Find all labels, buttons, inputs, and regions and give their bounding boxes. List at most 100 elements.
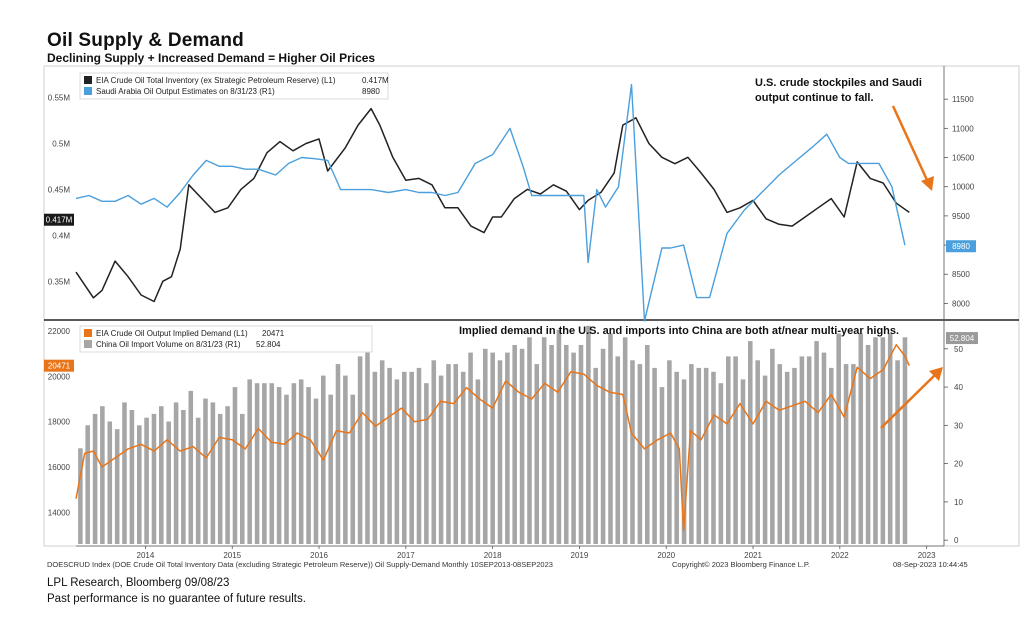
china-import-bar: [247, 379, 252, 544]
china-import-bar: [203, 398, 208, 544]
year-label: 2019: [571, 551, 589, 560]
china-import-bar: [269, 383, 275, 544]
china-import-bar: [114, 429, 120, 544]
china-import-bar: [151, 413, 157, 544]
china-import-bar: [416, 367, 422, 544]
credit-line: LPL Research, Bloomberg 09/08/23: [47, 577, 230, 589]
copyright-note: Copyright© 2023 Bloomberg Finance L.P.: [672, 560, 810, 569]
china-import-bar: [681, 379, 687, 544]
china-import-bar: [505, 352, 510, 544]
china-import-bar: [379, 360, 385, 544]
legend-swatch-saudi: [84, 87, 92, 95]
china-import-bar: [652, 367, 657, 544]
legend-label-saudi: Saudi Arabia Oil Output Estimates on 8/3…: [96, 87, 275, 96]
china-import-bar: [402, 371, 407, 544]
top-arrow-head: [921, 176, 934, 191]
china-import-bar: [343, 375, 348, 544]
china-import-bar: [534, 364, 540, 544]
china-import-bar: [843, 364, 849, 544]
year-label: 2015: [223, 551, 241, 560]
year-label: 2017: [397, 551, 415, 560]
bottom-left-tick-label: 16000: [48, 463, 71, 472]
top-legend-box: [79, 72, 389, 100]
china-import-bar: [865, 345, 871, 544]
china-import-bar: [829, 367, 834, 544]
china-import-bar: [586, 325, 591, 544]
bottom-right-tick-label: 10: [954, 498, 963, 507]
china-import-bar: [726, 356, 731, 544]
saudi-last-tag: [946, 240, 976, 253]
top-right-tick-label: 9500: [952, 212, 970, 221]
top-right-tick-label: 8500: [952, 270, 970, 279]
china-import-bar: [100, 406, 105, 544]
china-import-bar: [755, 360, 760, 544]
china-import-bar: [483, 348, 488, 544]
china-import-bar: [578, 345, 584, 544]
top-annotation-line1: U.S. crude stockpiles and Saudi: [755, 77, 922, 89]
bottom-annotation: Implied demand in the U.S. and imports i…: [459, 325, 899, 337]
china-import-bar: [814, 341, 819, 544]
legend-swatch-inventory: [84, 76, 92, 84]
china-import-bar: [424, 383, 429, 544]
bottom-legend: EIA Crude Oil Output Implied Demand (L1)…: [79, 325, 373, 353]
china-import-bar: [748, 341, 753, 544]
china-import-bar: [210, 402, 216, 544]
page-title: Oil Supply & Demand: [47, 30, 244, 51]
china-import-bar: [667, 360, 672, 544]
china-import-bar: [637, 364, 643, 544]
china-import-bar: [718, 383, 724, 544]
china-import-bar: [519, 348, 525, 544]
china-import-bar: [490, 352, 495, 544]
china-import-bar: [232, 387, 238, 544]
saudi-last-tag-text: 8980: [952, 242, 970, 251]
china-import-bar: [129, 410, 135, 544]
china-import-bar: [895, 360, 900, 544]
china-import-bar: [887, 333, 893, 544]
china-import-bar: [600, 348, 606, 544]
china-import-bar: [549, 345, 554, 544]
china-import-bar: [711, 371, 716, 544]
china-import-bar: [306, 387, 311, 544]
bottom-arrow: [880, 367, 943, 429]
china-import-bar: [431, 360, 437, 544]
china-import-bar: [409, 371, 414, 544]
year-label: 2020: [657, 551, 675, 560]
bottom-right-tick-label: 20: [954, 460, 963, 469]
top-right-tick-label: 10500: [952, 154, 975, 163]
top-left-tick-label: 0.5M: [52, 139, 70, 148]
china-import-bar: [784, 371, 790, 544]
top-left-tick-label: 0.45M: [48, 185, 71, 194]
china-import-bar: [122, 402, 127, 544]
top-left-tick-label: 0.55M: [48, 94, 71, 103]
year-label: 2021: [744, 551, 762, 560]
china-import-bar: [770, 348, 775, 544]
china-import-bar: [372, 371, 378, 544]
china-import-bar: [740, 379, 746, 544]
bottom-left-tick-label: 20000: [48, 372, 71, 381]
top-right-tick-label: 11500: [952, 95, 974, 104]
china-import-bar: [159, 406, 164, 544]
china-import-bar: [615, 356, 621, 544]
china-import-bar: [762, 375, 768, 544]
bottom-left-tick-label: 14000: [48, 508, 71, 517]
china-import-bar: [556, 329, 562, 544]
china-import-bar: [873, 337, 878, 544]
top-arrow: [891, 105, 934, 191]
demand-last-tag: [44, 359, 74, 372]
china-import-bar: [78, 448, 83, 544]
china-import-bar: [217, 413, 223, 544]
legend-label-inventory: EIA Crude Oil Total Inventory (ex Strate…: [96, 76, 336, 85]
china-import-bar: [659, 387, 665, 544]
china-import-bar: [497, 360, 503, 544]
china-import-bar: [328, 394, 333, 544]
china-import-bar: [137, 425, 142, 544]
china-import-bar: [313, 398, 319, 544]
china-import-bar: [240, 413, 245, 544]
china-import-bar: [166, 421, 171, 544]
disclaimer-line: Past performance is no guarantee of futu…: [47, 593, 306, 605]
bottom-right-tick-label: 50: [954, 345, 963, 354]
bottom-right-tick-label: 0: [954, 536, 959, 545]
china-import-bar: [85, 425, 90, 544]
china-import-bar: [622, 337, 628, 544]
china-import-bar: [512, 345, 517, 544]
